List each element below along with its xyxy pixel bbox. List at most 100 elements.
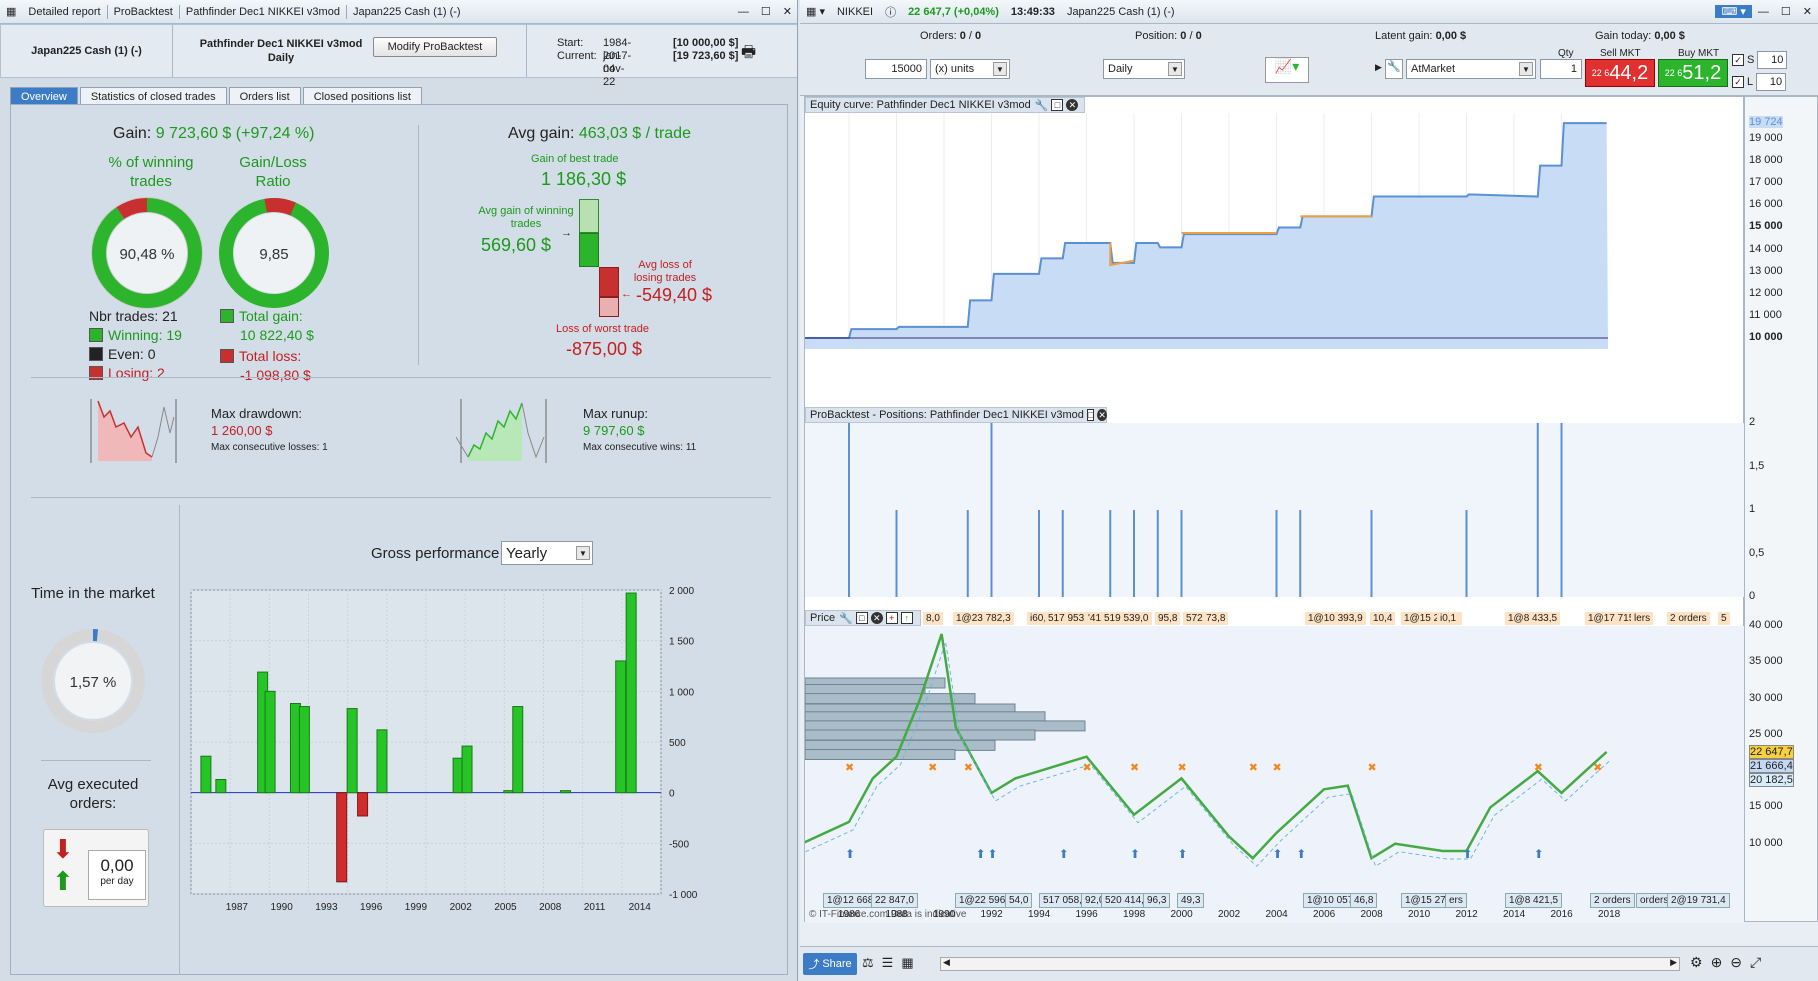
window-icon[interactable]: □ bbox=[855, 612, 868, 624]
restore-icon[interactable]: ☐ bbox=[1780, 6, 1791, 18]
tab-probacktest[interactable]: ProBacktest bbox=[113, 5, 173, 18]
horizontal-scrollbar[interactable]: ◀ ▶ bbox=[940, 957, 1680, 971]
price-y-tick: 15 000 bbox=[1749, 800, 1783, 813]
wrench-icon[interactable]: 🔧 bbox=[839, 612, 853, 625]
gross-x-tick: 1999 bbox=[405, 902, 428, 913]
positions-y-tick: 1 bbox=[1749, 503, 1756, 515]
price-x-tick: 1990 bbox=[933, 909, 956, 920]
wrench-icon[interactable]: 🔧 bbox=[1034, 99, 1049, 112]
timeframe-select[interactable]: Daily ▼ bbox=[1103, 59, 1185, 79]
instrument-name: Japan225 Cash (1) (-) bbox=[1, 25, 173, 77]
maxdd-label: Max drawdown: bbox=[211, 406, 303, 421]
keyboard-icon[interactable]: ⌨ ▾ bbox=[1715, 5, 1752, 18]
current-label: Current: bbox=[557, 50, 597, 62]
gross-bar bbox=[200, 755, 212, 794]
arrow-down-icon: ⬇ bbox=[52, 834, 74, 864]
indicator-icon[interactable]: ⚖ bbox=[862, 955, 874, 970]
info-icon[interactable]: ⓘ bbox=[885, 6, 897, 19]
close-icon[interactable]: ✕ bbox=[1066, 99, 1079, 111]
print-icon[interactable]: 🖶 bbox=[741, 44, 757, 61]
close-icon[interactable]: ✕ bbox=[870, 612, 883, 624]
restore-icon[interactable]: ☐ bbox=[760, 6, 771, 18]
expand-icon[interactable]: ▶ bbox=[1375, 62, 1382, 72]
window-icon[interactable]: □ bbox=[1086, 409, 1095, 421]
limit-checkbox[interactable]: ✓ bbox=[1732, 76, 1744, 88]
avg-loss-value: -549,40 $ bbox=[636, 285, 713, 305]
share-button[interactable]: ⤴ Share bbox=[803, 953, 857, 975]
tab-detailed-report[interactable]: Detailed report bbox=[28, 5, 101, 18]
gross-bar bbox=[298, 706, 310, 794]
bottom-tools: ⚖ ☰ ▦ bbox=[862, 955, 914, 971]
tab-closed-positions[interactable]: Closed positions list bbox=[302, 87, 422, 106]
sell-marker-icon: ✖ bbox=[928, 762, 937, 774]
zoom-out-icon[interactable]: ⊖ bbox=[1730, 954, 1743, 970]
wrench-icon[interactable]: 🔧 bbox=[1385, 59, 1403, 79]
share-label: Share bbox=[822, 958, 852, 970]
window-menu-icon[interactable]: ▦ bbox=[6, 6, 17, 18]
gross-period-select[interactable]: Yearly ▼ bbox=[501, 541, 593, 565]
sell-marker-icon: ✖ bbox=[1273, 762, 1282, 774]
scroll-left-icon[interactable]: ◀ bbox=[943, 957, 950, 967]
trade-counts: Nbr trades: 21 Winning: 19 Even: 0 Losin… bbox=[89, 307, 182, 383]
minimize-icon[interactable]: — bbox=[1757, 5, 1769, 18]
sell-market-button[interactable]: 22 6 44,2 bbox=[1585, 59, 1655, 87]
avg-exec-label: Avg executed orders: bbox=[47, 776, 139, 812]
grid-icon[interactable]: ▦ bbox=[901, 955, 914, 970]
gross-x-tick: 2014 bbox=[629, 902, 652, 913]
limit-label: L bbox=[1747, 76, 1754, 88]
minimize-icon[interactable]: — bbox=[737, 5, 749, 18]
total-gain-label: Total gain: bbox=[239, 308, 303, 324]
modify-probacktest-button[interactable]: Modify ProBacktest bbox=[373, 37, 497, 57]
chevron-down-icon[interactable]: ▼ bbox=[1519, 62, 1533, 76]
tab-orders-list[interactable]: Orders list bbox=[228, 87, 301, 106]
overview-panel: Gain: 9 723,60 $ (+97,24 %) % of winning… bbox=[10, 104, 788, 975]
buy-arrow-icon: ⬆ bbox=[845, 847, 855, 861]
zoom-in-icon[interactable]: ⊕ bbox=[1710, 954, 1723, 970]
chevron-down-icon[interactable]: ▼ bbox=[576, 546, 590, 560]
drawing-icon[interactable]: ☰ bbox=[881, 955, 894, 970]
order-type-select[interactable]: AtMarket ▼ bbox=[1406, 59, 1536, 79]
gross-bar bbox=[357, 792, 369, 817]
gross-bar bbox=[264, 690, 276, 794]
limit-input[interactable]: 10 bbox=[1756, 73, 1787, 91]
report-tabs: Overview Statistics of closed trades Ord… bbox=[10, 87, 422, 106]
zoom-fit-icon[interactable]: ⤢ bbox=[1750, 954, 1762, 970]
price-y-tick: 40 000 bbox=[1749, 619, 1783, 631]
tab-overview[interactable]: Overview bbox=[10, 87, 78, 106]
scroll-right-icon[interactable]: ▶ bbox=[1670, 957, 1677, 967]
chart-type-icon[interactable]: 📈▾ bbox=[1265, 57, 1309, 83]
tab-instrument[interactable]: Japan225 Cash (1) (-) bbox=[352, 5, 461, 18]
maxdd-sub: Max consecutive losses: 1 bbox=[211, 442, 328, 453]
chart-settings-icon[interactable]: ⚙ bbox=[1690, 954, 1703, 970]
tab-system[interactable]: Pathfinder Dec1 NIKKEI v3mod bbox=[185, 5, 340, 18]
stop-checkbox[interactable]: ✓ bbox=[1732, 54, 1744, 66]
close-icon[interactable]: ✕ bbox=[782, 6, 792, 18]
up-icon[interactable]: ↑ bbox=[900, 612, 913, 624]
share-icon: ⤴ bbox=[808, 959, 820, 971]
right-titlebar: ▦ ▾ NIKKEI ⓘ 22 647,7 (+0,04%) 13:49:33 … bbox=[800, 0, 1818, 24]
buy-label: Buy MKT bbox=[1678, 48, 1720, 59]
gross-label: Gross performance bbox=[371, 545, 500, 562]
avg-exec-card: ⬇ ⬆ 0,00 per day bbox=[43, 829, 149, 907]
close-icon[interactable]: ✕ bbox=[1802, 6, 1812, 18]
add-icon[interactable]: + bbox=[885, 612, 898, 624]
order-label: i0,1 bbox=[1437, 612, 1460, 625]
window-menu-icon[interactable]: ▦ ▾ bbox=[806, 6, 825, 18]
equity-y-tick: 11 000 bbox=[1749, 308, 1782, 321]
close-icon[interactable]: ✕ bbox=[1097, 409, 1107, 421]
chevron-down-icon[interactable]: ▼ bbox=[993, 62, 1007, 76]
qty-input[interactable]: 1 bbox=[1540, 59, 1582, 79]
losing-swatch bbox=[89, 366, 103, 380]
position-label: Position: bbox=[1135, 30, 1178, 42]
chevron-down-icon[interactable]: ▼ bbox=[1168, 62, 1182, 76]
gain-line: Gain: 9 723,60 $ (+97,24 %) bbox=[113, 125, 314, 143]
gross-x-tick: 1987 bbox=[226, 902, 249, 913]
quantity-input[interactable]: 15000 bbox=[865, 59, 927, 79]
avg-win-bar bbox=[579, 233, 599, 267]
tab-statistics[interactable]: Statistics of closed trades bbox=[79, 87, 227, 106]
window-icon[interactable]: □ bbox=[1051, 99, 1064, 111]
units-select[interactable]: (x) units ▼ bbox=[930, 59, 1010, 79]
maxru-sub: Max consecutive wins: 11 bbox=[583, 442, 697, 453]
buy-market-button[interactable]: 22 6 51,2 bbox=[1658, 59, 1728, 87]
stop-input[interactable]: 10 bbox=[1757, 51, 1788, 69]
